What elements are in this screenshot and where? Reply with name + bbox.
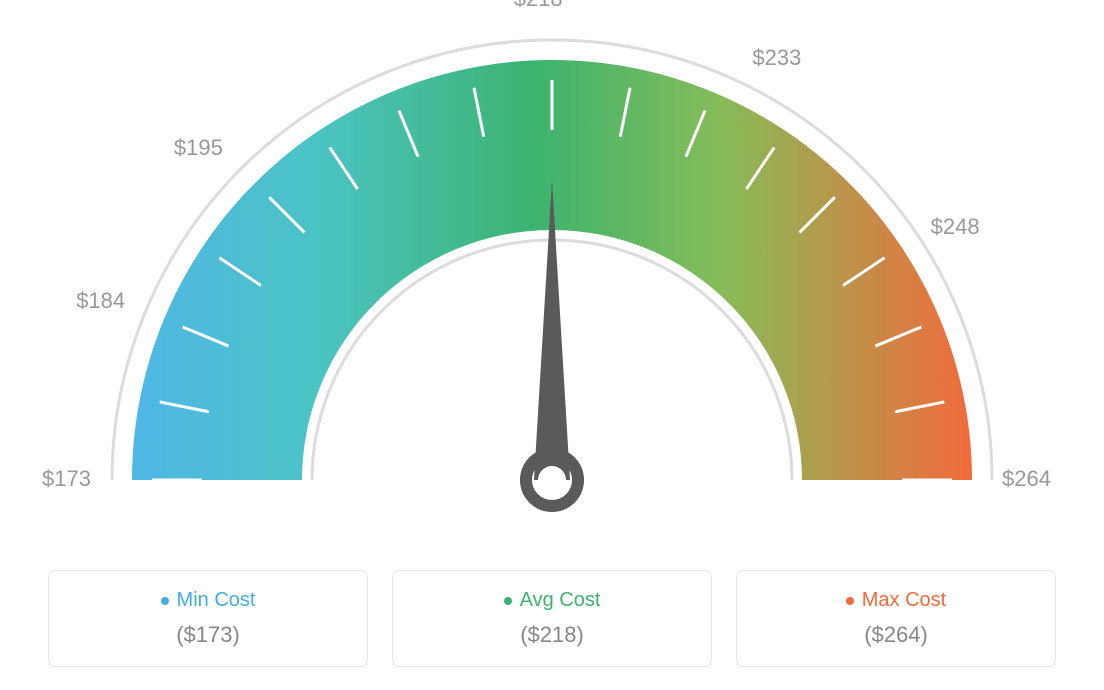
legend-avg-label: Avg Cost: [504, 589, 601, 612]
gauge-tick-label: $233: [752, 45, 801, 71]
legend-card-avg: Avg Cost ($218): [392, 570, 712, 667]
gauge-tick-label: $248: [931, 214, 980, 240]
gauge-tick-label: $195: [174, 135, 223, 161]
gauge-tick-label: $184: [76, 288, 125, 314]
legend-card-max: Max Cost ($264): [736, 570, 1056, 667]
legend-row: Min Cost ($173) Avg Cost ($218) Max Cost…: [0, 570, 1104, 667]
gauge-tick-label: $218: [514, 0, 563, 12]
legend-max-label: Max Cost: [846, 589, 946, 612]
gauge-tick-label: $264: [1002, 466, 1051, 492]
gauge-tick-label: $173: [42, 466, 91, 492]
legend-min-value: ($173): [49, 622, 367, 648]
legend-min-label: Min Cost: [161, 589, 256, 612]
legend-avg-value: ($218): [393, 622, 711, 648]
gauge-chart: $173 $184 $195 $218 $233 $248 $264: [0, 0, 1104, 560]
legend-max-value: ($264): [737, 622, 1055, 648]
legend-card-min: Min Cost ($173): [48, 570, 368, 667]
gauge-svg: [0, 0, 1104, 560]
